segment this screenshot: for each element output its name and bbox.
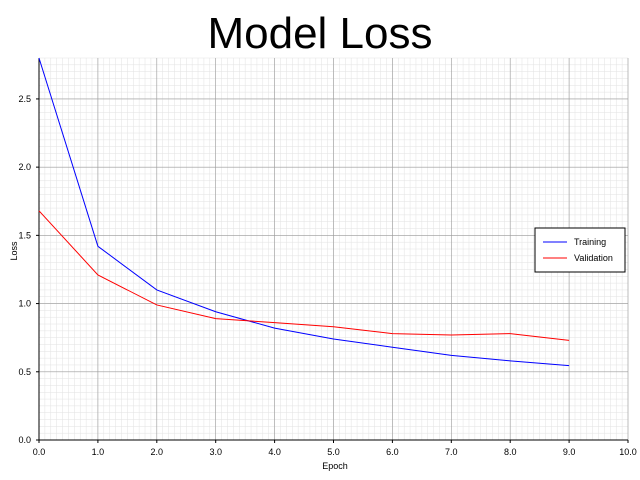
x-tick-label: 8.0: [504, 447, 517, 457]
x-tick-label: 4.0: [268, 447, 281, 457]
x-tick-label: 0.0: [33, 447, 46, 457]
x-tick-label: 7.0: [445, 447, 458, 457]
x-tick-label: 5.0: [327, 447, 340, 457]
x-tick-label: 2.0: [151, 447, 164, 457]
legend-box: [534, 227, 626, 273]
legend-label-training: Training: [574, 237, 606, 247]
chart-title: Model Loss: [207, 9, 432, 58]
x-axis-label: Epoch: [322, 461, 348, 471]
y-axis-ticks: 0.0 0.5 1.0 1.5 2.0 2.5: [18, 94, 39, 445]
x-tick-label: 9.0: [563, 447, 576, 457]
x-tick-label: 10.0: [619, 447, 637, 457]
x-axis-ticks: 0.0 1.0 2.0 3.0 4.0 5.0 6.0 7.0 8.0 9.0 10.0: [33, 440, 637, 457]
series-lines: [38, 57, 570, 367]
x-tick-label: 1.0: [92, 447, 105, 457]
y-tick-label: 0.0: [18, 435, 31, 445]
series-line-validation: [38, 210, 570, 341]
y-tick-label: 2.0: [18, 162, 31, 172]
y-tick-label: 2.5: [18, 94, 31, 104]
legend: Training Validation: [534, 227, 626, 273]
series-line-training: [38, 57, 570, 367]
y-tick-label: 0.5: [18, 367, 31, 377]
y-axis-label: Loss: [9, 241, 19, 261]
x-tick-label: 3.0: [209, 447, 222, 457]
y-tick-label: 1.5: [18, 230, 31, 240]
y-tick-label: 1.0: [18, 299, 31, 309]
legend-label-validation: Validation: [574, 253, 613, 263]
x-tick-label: 6.0: [386, 447, 399, 457]
